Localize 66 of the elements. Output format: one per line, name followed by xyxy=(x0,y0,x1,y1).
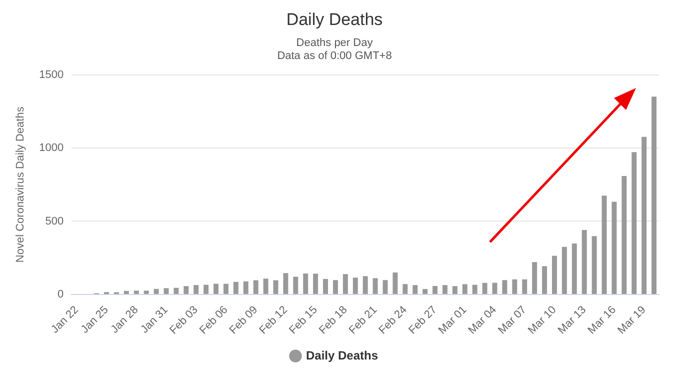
x-tick-label: Jan 28 xyxy=(108,304,141,336)
bar xyxy=(482,282,488,294)
bar xyxy=(204,284,209,294)
bar xyxy=(592,236,597,294)
bar xyxy=(154,288,159,294)
y-tick-label: 500 xyxy=(45,215,64,228)
bar xyxy=(582,230,587,294)
bar xyxy=(502,280,508,294)
bar xyxy=(542,266,548,294)
bar xyxy=(462,284,468,294)
bar xyxy=(572,243,577,294)
bar xyxy=(452,286,458,294)
bar xyxy=(622,176,627,294)
bar xyxy=(552,256,557,294)
y-tick-label: 0 xyxy=(58,288,64,300)
bar xyxy=(632,152,637,294)
bar xyxy=(402,284,408,294)
bar xyxy=(223,284,228,294)
bar xyxy=(352,278,358,294)
bar xyxy=(144,290,149,294)
bar xyxy=(512,279,518,294)
y-tick-label: 1500 xyxy=(39,68,64,81)
y-axis-title: Novel Coronavirus Daily Deaths xyxy=(14,106,27,263)
bar xyxy=(263,278,268,294)
bar xyxy=(174,288,179,294)
bar xyxy=(432,286,438,294)
bar xyxy=(313,274,318,294)
bar xyxy=(642,136,647,294)
bar xyxy=(382,280,388,294)
bar xyxy=(184,286,189,294)
bar xyxy=(472,284,478,294)
bar xyxy=(134,290,139,294)
bar xyxy=(532,262,538,294)
bar xyxy=(392,272,398,294)
bar xyxy=(602,196,607,294)
bar xyxy=(283,273,288,294)
bar xyxy=(233,282,238,294)
bar xyxy=(372,278,378,294)
bar xyxy=(124,290,129,294)
bar xyxy=(562,246,567,294)
bar xyxy=(243,281,248,294)
x-tick-label: Jan 22 xyxy=(49,304,81,336)
bar xyxy=(422,289,428,294)
bar xyxy=(253,280,258,294)
bar xyxy=(293,276,298,294)
bar xyxy=(522,279,528,294)
bar xyxy=(492,282,498,294)
bar xyxy=(652,96,657,294)
bar xyxy=(412,285,418,294)
y-tick-label: 1000 xyxy=(39,142,64,154)
bar xyxy=(442,285,448,294)
bar xyxy=(612,202,617,294)
chart-title: Daily Deaths xyxy=(286,10,383,29)
bar xyxy=(362,276,368,294)
bar xyxy=(303,274,308,294)
bar xyxy=(194,285,199,294)
x-tick-label: Jan 25 xyxy=(78,304,111,336)
bar xyxy=(214,284,219,294)
chart-subtitle: Deaths per Day Data as of 0:00 GMT+8 xyxy=(277,37,392,62)
bar xyxy=(323,278,328,294)
bar xyxy=(332,280,338,294)
bar xyxy=(342,274,348,294)
x-tick-label: Mar 19 xyxy=(616,304,648,337)
bar xyxy=(164,288,169,294)
legend-label: Daily Deaths xyxy=(306,348,378,362)
bar xyxy=(273,280,278,294)
